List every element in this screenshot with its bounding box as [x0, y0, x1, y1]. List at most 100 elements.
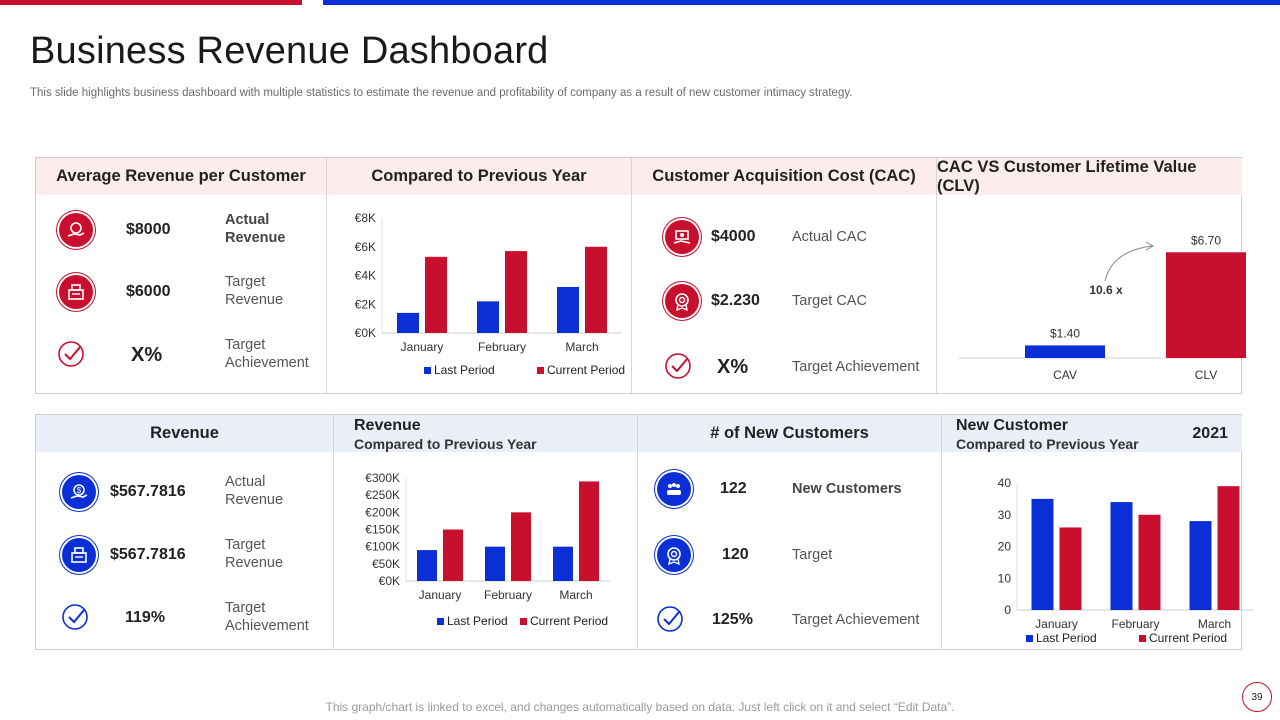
bar-current-period — [1059, 527, 1082, 610]
revenue-chart-subtitle: Compared to Previous Year — [354, 436, 537, 452]
legend-swatch — [424, 367, 431, 374]
bar-current-period — [511, 512, 531, 581]
new-customers-label: New Customers — [792, 481, 902, 497]
arrow-curve — [1104, 245, 1153, 282]
new-customers-achievement-value: 125% — [712, 611, 753, 628]
bar-current-period — [585, 246, 607, 333]
bar-clv — [1166, 252, 1246, 358]
divider — [936, 158, 937, 393]
new-customers-header: # of New Customers — [638, 415, 941, 452]
new-customer-chart-year: 2021 — [1192, 425, 1228, 442]
y-tick-label: €8K — [355, 211, 376, 225]
legend-label: Current Period — [530, 614, 608, 628]
bar-last-period — [1189, 521, 1212, 610]
legend-swatch — [537, 367, 544, 374]
y-tick-label: 20 — [998, 540, 1012, 554]
legend-swatch — [1139, 635, 1146, 642]
target-badge-icon — [657, 538, 691, 572]
new-customer-chart-heading: New Customer Compared to Previous Year — [942, 415, 1139, 452]
new-customers-target-label: Target — [792, 547, 833, 563]
bar-last-period — [1031, 498, 1054, 610]
bar-current-period — [1217, 486, 1240, 610]
data-label: $1.40 — [1050, 326, 1080, 340]
check-circle-icon — [665, 353, 691, 379]
check-circle-icon — [62, 604, 88, 630]
revenue-actual-value: $567.7816 — [110, 483, 186, 500]
legend-swatch — [520, 618, 527, 625]
y-tick-label: 40 — [998, 476, 1012, 490]
revenue-chart: €0K €50K €100K €150K €200K €250K €300K January F… — [365, 471, 610, 628]
y-tick-label: €300K — [365, 471, 400, 485]
divider — [637, 415, 638, 649]
arpc-actual-label: Actual Revenue — [225, 212, 286, 246]
x-tick-label: February — [484, 588, 532, 602]
legend-swatch — [1026, 635, 1033, 642]
x-tick-label: March — [1198, 617, 1231, 631]
cac-achievement-value: X% — [717, 356, 749, 378]
y-tick-label: €50K — [372, 557, 400, 571]
bottom-panel: Revenue Revenue Compared to Previous Yea… — [35, 414, 1254, 650]
bar-current-period — [425, 256, 447, 333]
page-title: Business Revenue Dashboard — [30, 30, 549, 72]
revenue-chart-title: Revenue — [354, 417, 421, 434]
register-icon — [62, 538, 96, 572]
prev-year-header: Compared to Previous Year — [327, 158, 631, 195]
y-tick-label: 10 — [998, 571, 1012, 585]
register-icon — [59, 275, 93, 309]
divider — [941, 415, 942, 649]
new-customer-chart-subtitle: Compared to Previous Year — [956, 436, 1139, 452]
new-customers-value: 122 — [720, 480, 747, 497]
page-subtitle: This slide highlights business dashboard… — [30, 87, 853, 99]
new-customer-chart-title: New Customer — [956, 417, 1069, 434]
x-tick-label: February — [478, 340, 526, 354]
divider — [333, 415, 334, 649]
y-tick-label: 0 — [1004, 603, 1011, 617]
arpc-achievement-value: X% — [131, 344, 163, 366]
clv-header: CAC VS Customer Lifetime Value (CLV) — [937, 158, 1242, 195]
revenue-achievement-value: 119% — [125, 609, 166, 626]
y-tick-label: €0K — [355, 326, 376, 340]
x-tick-label: CLV — [1195, 368, 1217, 382]
y-tick-label: 30 — [998, 508, 1012, 522]
new-customers-achievement-label: Target Achievement — [792, 612, 920, 628]
bar-last-period — [417, 550, 437, 581]
cac-actual-value: $4000 — [711, 228, 756, 245]
legend-label: Last Period — [434, 363, 495, 377]
money-hand-icon — [665, 220, 699, 254]
cac-achievement-label: Target Achievement — [792, 359, 920, 375]
bar-last-period — [553, 546, 573, 581]
top-accent-blue — [323, 0, 1280, 5]
bar-current-period — [1138, 514, 1161, 610]
bar-last-period — [557, 287, 579, 333]
top-accent-red — [0, 0, 302, 5]
y-tick-label: €4K — [355, 269, 376, 283]
legend-label: Last Period — [447, 614, 508, 628]
x-tick-label: March — [565, 340, 598, 354]
target-badge-icon — [665, 284, 699, 318]
legend-label: Last Period — [1036, 631, 1097, 645]
people-icon — [657, 472, 691, 506]
clv-chart: $1.40 CAV $6.70 CLV 10.6 x — [959, 233, 1246, 382]
x-tick-label: March — [559, 588, 592, 602]
arpc-actual-value: $8000 — [126, 221, 171, 238]
svg-text:$: $ — [77, 486, 82, 495]
y-tick-label: €150K — [365, 523, 400, 537]
revenue-chart-heading: Revenue Compared to Previous Year — [334, 415, 537, 452]
arpc-header: Average Revenue per Customer — [36, 158, 326, 195]
hand-money-icon — [59, 213, 93, 247]
legend-swatch — [437, 618, 444, 625]
dollar-hand-icon: $ — [62, 475, 96, 509]
x-tick-label: January — [401, 340, 444, 354]
y-tick-label: €6K — [355, 240, 376, 254]
y-tick-label: €0K — [379, 574, 400, 588]
revenue-achievement-label: Target Achievement — [225, 600, 309, 634]
page-number: 39 — [1242, 682, 1272, 712]
arpc-target-label: Target Revenue — [225, 274, 284, 308]
cac-target-label: Target CAC — [792, 293, 867, 309]
x-tick-label: January — [419, 588, 462, 602]
bar-last-period — [485, 546, 505, 581]
bar-last-period — [397, 312, 419, 333]
x-tick-label: CAV — [1053, 368, 1077, 382]
revenue-actual-label: Actual Revenue — [225, 474, 284, 508]
arpc-achievement-label: Target Achievement — [225, 337, 309, 371]
